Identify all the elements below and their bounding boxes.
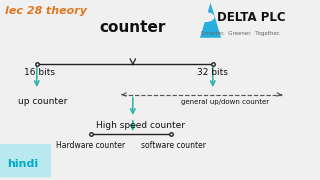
Text: High speed counter: High speed counter — [96, 122, 185, 130]
Text: up counter: up counter — [18, 97, 67, 106]
Text: software counter: software counter — [141, 141, 206, 150]
Text: DELTA PLC: DELTA PLC — [217, 11, 285, 24]
Text: general up/down counter: general up/down counter — [181, 99, 269, 105]
FancyBboxPatch shape — [0, 144, 51, 177]
Text: theory: theory — [42, 6, 87, 16]
Text: hindi: hindi — [7, 159, 39, 169]
Text: lec 28: lec 28 — [5, 6, 42, 16]
Text: counter: counter — [100, 20, 166, 35]
Text: 16 bits: 16 bits — [24, 68, 55, 76]
Polygon shape — [200, 3, 221, 38]
Circle shape — [196, 12, 214, 22]
Text: Hardware counter: Hardware counter — [56, 141, 125, 150]
Text: 32 bits: 32 bits — [197, 68, 228, 76]
Text: Smarter.  Greener.  Together.: Smarter. Greener. Together. — [201, 31, 280, 36]
